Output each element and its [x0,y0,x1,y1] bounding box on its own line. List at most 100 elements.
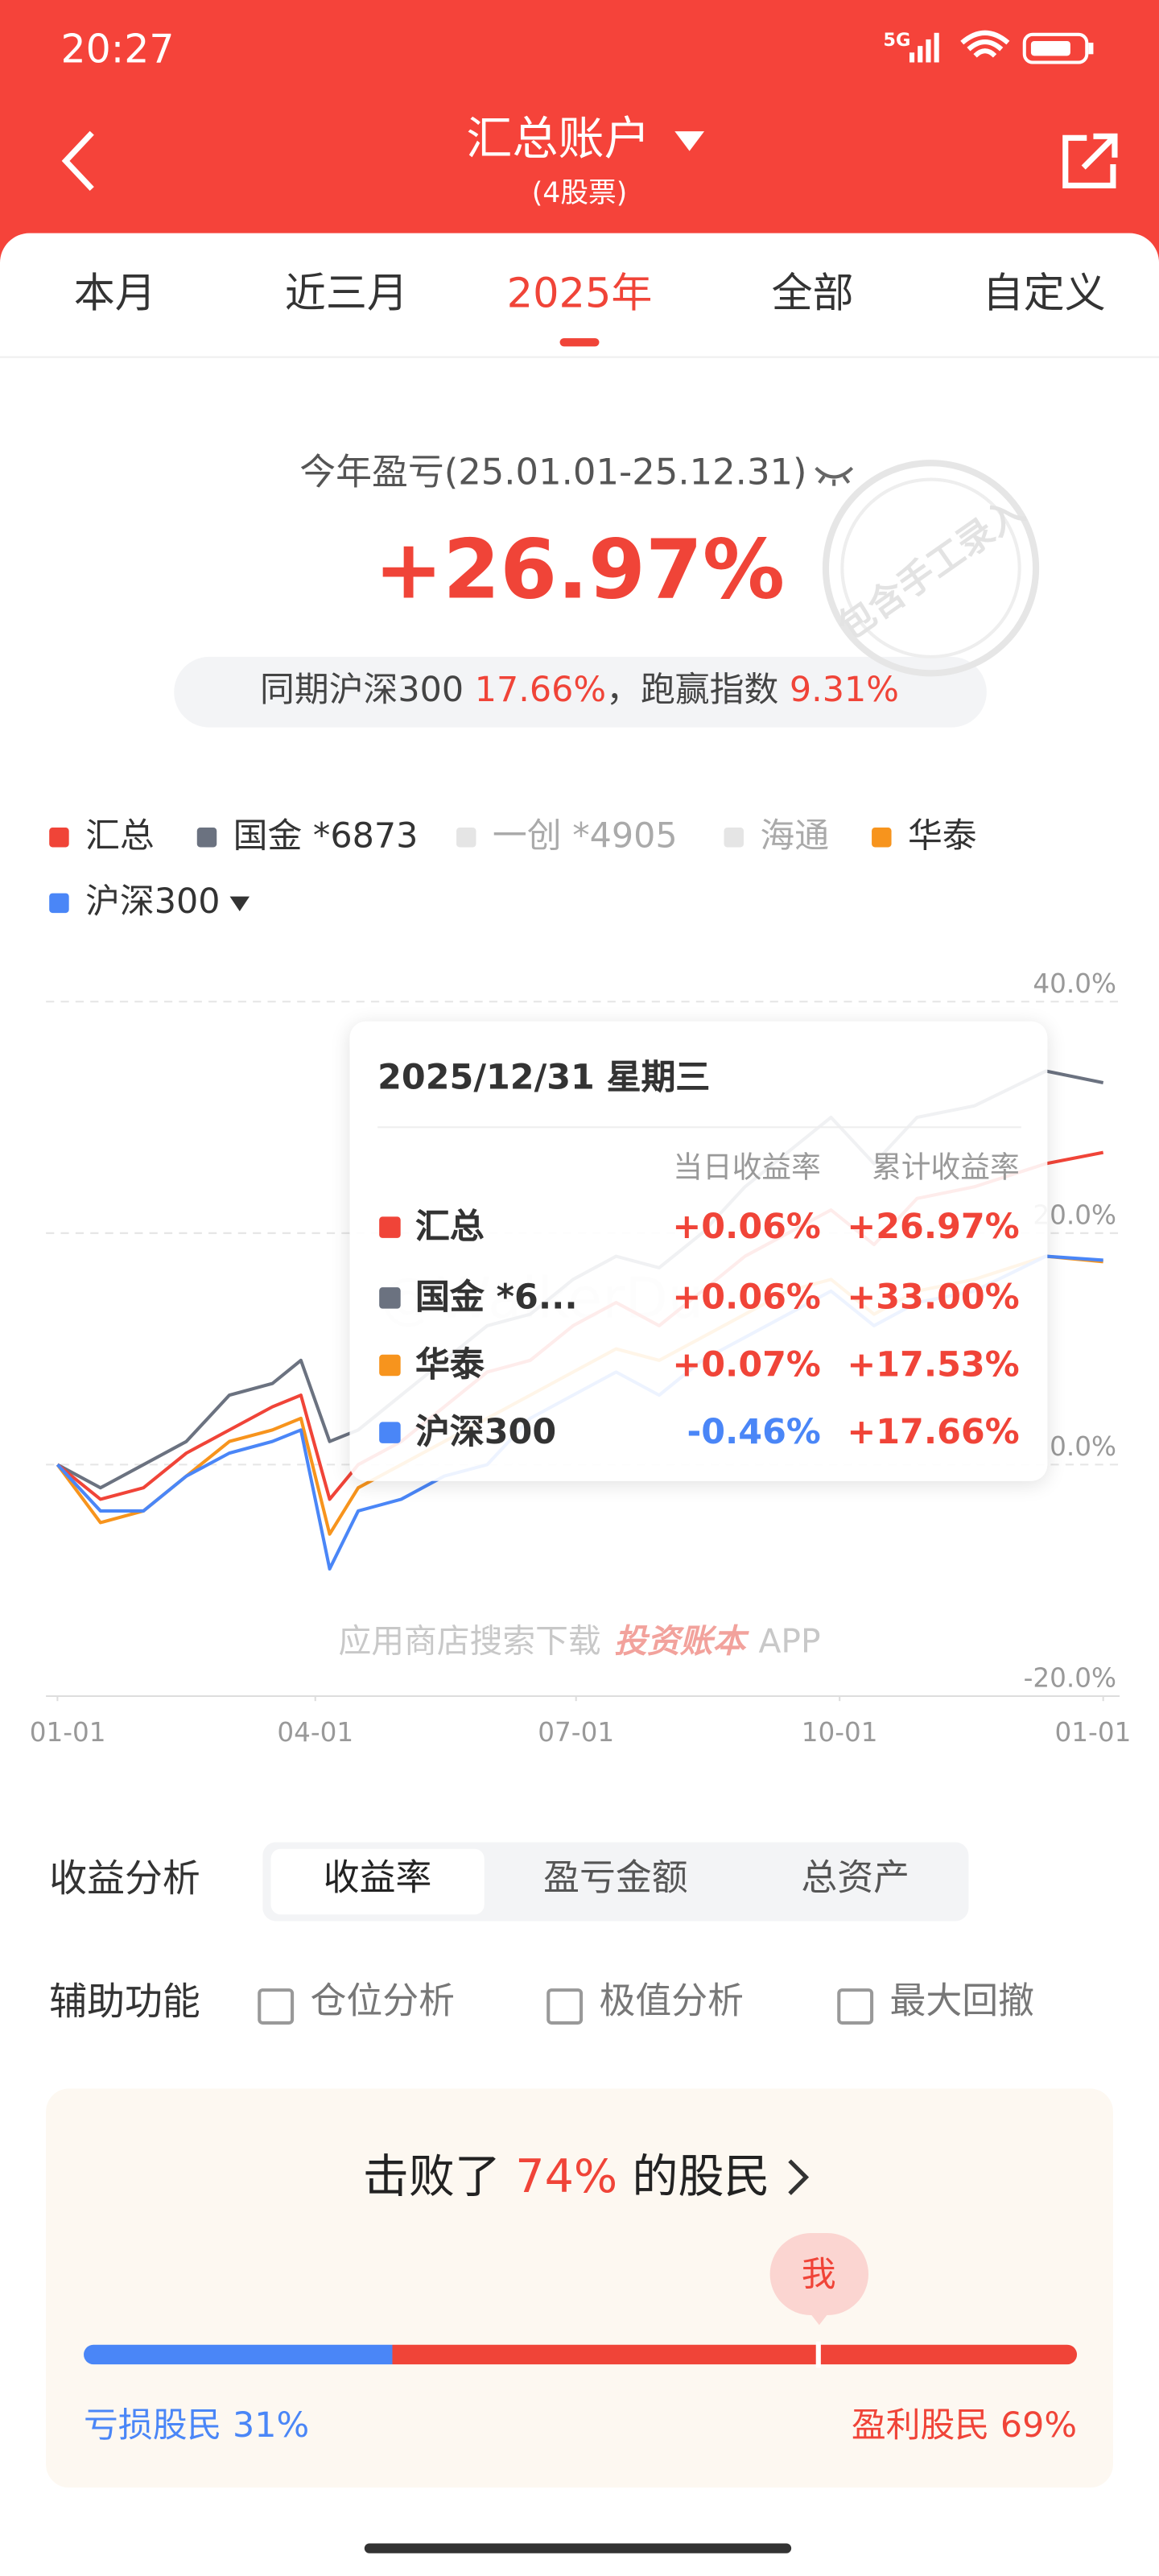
eye-icon[interactable] [811,463,857,486]
tooltip-name: 国金 *6... [415,1277,578,1317]
tooltip-swatch [379,1354,401,1377]
tab[interactable]: 全部 [771,269,854,317]
legend-label[interactable]: 汇总 [85,815,155,856]
aux-label: 辅助功能 [49,1981,200,2025]
chevron[interactable] [782,2154,815,2200]
ranking-title[interactable]: 击败了 74% 的股民 [363,2153,770,2200]
share-button[interactable] [1058,128,1124,194]
y-tick-label: -20.0% [1024,1663,1116,1694]
tooltip-name: 华泰 [415,1344,485,1385]
status-time: 20:27 [60,26,175,72]
win-label: 盈利股民 69% [851,2405,1078,2446]
divider [0,356,1159,358]
tab-indicator [559,338,600,347]
tooltip-swatch [379,1422,401,1443]
legend-swatch[interactable] [49,893,69,914]
tooltip-daily: +0.06% [672,1207,821,1247]
x-tick-label: 01-01 [30,1717,106,1748]
checkbox[interactable] [837,1988,874,2025]
x-tick-label: 10-01 [802,1717,878,1748]
ranking-segment [391,2344,1078,2365]
tab[interactable]: 2025年 [506,269,653,317]
x-tick-label: 07-01 [538,1717,614,1748]
tooltip [349,1021,1048,1481]
ranking-marker [816,2341,822,2368]
segment[interactable]: 总资产 [801,1858,910,1900]
network: 5G [883,29,911,52]
ranking-segment [84,2344,392,2365]
legend-label[interactable]: 沪深300 [85,881,221,922]
dropdown-icon[interactable] [673,128,706,155]
header-subtitle: (4股票) [531,177,628,211]
header-bg [0,0,1159,263]
home-indicator [364,2543,792,2553]
header-title[interactable]: 汇总账户 [466,111,650,167]
legend-dropdown[interactable] [229,896,250,912]
tooltip-cumulative: +17.53% [847,1344,1020,1385]
legend-swatch[interactable] [196,828,217,848]
legend-label[interactable]: 华泰 [907,815,977,856]
legend-swatch[interactable] [724,828,744,848]
tooltip-date: 2025/12/31 星期三 [377,1057,711,1097]
promo-prefix: 应用商店搜索下载 [338,1622,600,1661]
segment[interactable]: 收益率 [323,1858,432,1900]
y-tick-label: 0.0% [1050,1431,1116,1462]
tooltip-name: 沪深300 [415,1412,557,1452]
ranking-prefix: 击败了 [362,2149,501,2204]
tooltip-swatch [379,1216,401,1238]
y-tick-label: 40.0% [1033,968,1116,999]
checkbox-label[interactable]: 仓位分析 [310,1981,456,2023]
status-icons [909,30,1094,64]
tooltip-header: 当日收益率 [673,1150,821,1186]
ranking-card [46,2088,1113,2488]
segment-selected [270,1848,485,1915]
tooltip-daily: +0.07% [672,1344,821,1385]
checkbox[interactable] [547,1988,584,2025]
legend-label[interactable]: 海通 [760,815,830,856]
x-tick-label: 01-01 [1055,1717,1132,1748]
tooltip-daily: -0.46% [687,1412,821,1452]
tooltip-cumulative: +26.97% [847,1207,1020,1247]
benchmark-pill [174,656,987,728]
me-label: 我 [801,2254,836,2294]
promo-brand: 投资账本 [614,1622,749,1661]
benchmark-text: 同期沪深300 17.66%，跑赢指数 9.31% [260,670,900,710]
summary-label: 今年盈亏(25.01.01-25.12.31) [299,452,807,494]
segment[interactable]: 盈亏金额 [543,1858,688,1900]
benchmark-value: 17.66% [474,670,607,710]
back-button[interactable] [49,123,115,199]
tooltip-swatch [379,1287,401,1309]
benchmark-label: 同期沪深300 [260,670,464,710]
me-pointer [806,2310,831,2326]
tab[interactable]: 自定义 [982,269,1106,317]
ranking-suffix: 的股民 [632,2149,770,2204]
tooltip-cumulative: +33.00% [847,1277,1020,1317]
tooltip-name: 汇总 [415,1207,485,1247]
me-bubble [769,2232,868,2315]
analysis-label: 收益分析 [49,1858,200,1901]
legend-swatch[interactable] [456,828,476,848]
ranking-value: 74% [515,2149,618,2204]
excess-label: ，跑赢指数 [606,670,779,710]
loss-label: 亏损股民 31% [84,2405,310,2446]
tooltip-divider [377,1126,1021,1129]
summary-value: +26.97% [373,522,786,617]
legend-swatch[interactable] [872,828,892,848]
legend-label[interactable]: 国金 *6873 [233,815,419,856]
x-tick-label: 04-01 [277,1717,353,1748]
tooltip-header: 累计收益率 [872,1150,1020,1186]
excess-value: 9.31% [789,670,900,710]
promo-suffix: APP [758,1622,820,1661]
legend-swatch[interactable] [49,828,69,848]
tooltip-cumulative: +17.66% [847,1412,1020,1452]
promo-text: 应用商店搜索下载 投资账本 APP [338,1622,820,1661]
tab[interactable]: 本月 [73,269,156,317]
checkbox-label[interactable]: 极值分析 [599,1981,744,2023]
tooltip-daily: +0.06% [672,1277,821,1317]
tab[interactable]: 近三月 [284,269,408,317]
stamp: 包含手工录入 [822,460,1040,677]
checkbox[interactable] [258,1988,295,2025]
legend-label[interactable]: 一创 *4905 [492,815,678,856]
checkbox-label[interactable]: 最大回撤 [889,1981,1035,2023]
